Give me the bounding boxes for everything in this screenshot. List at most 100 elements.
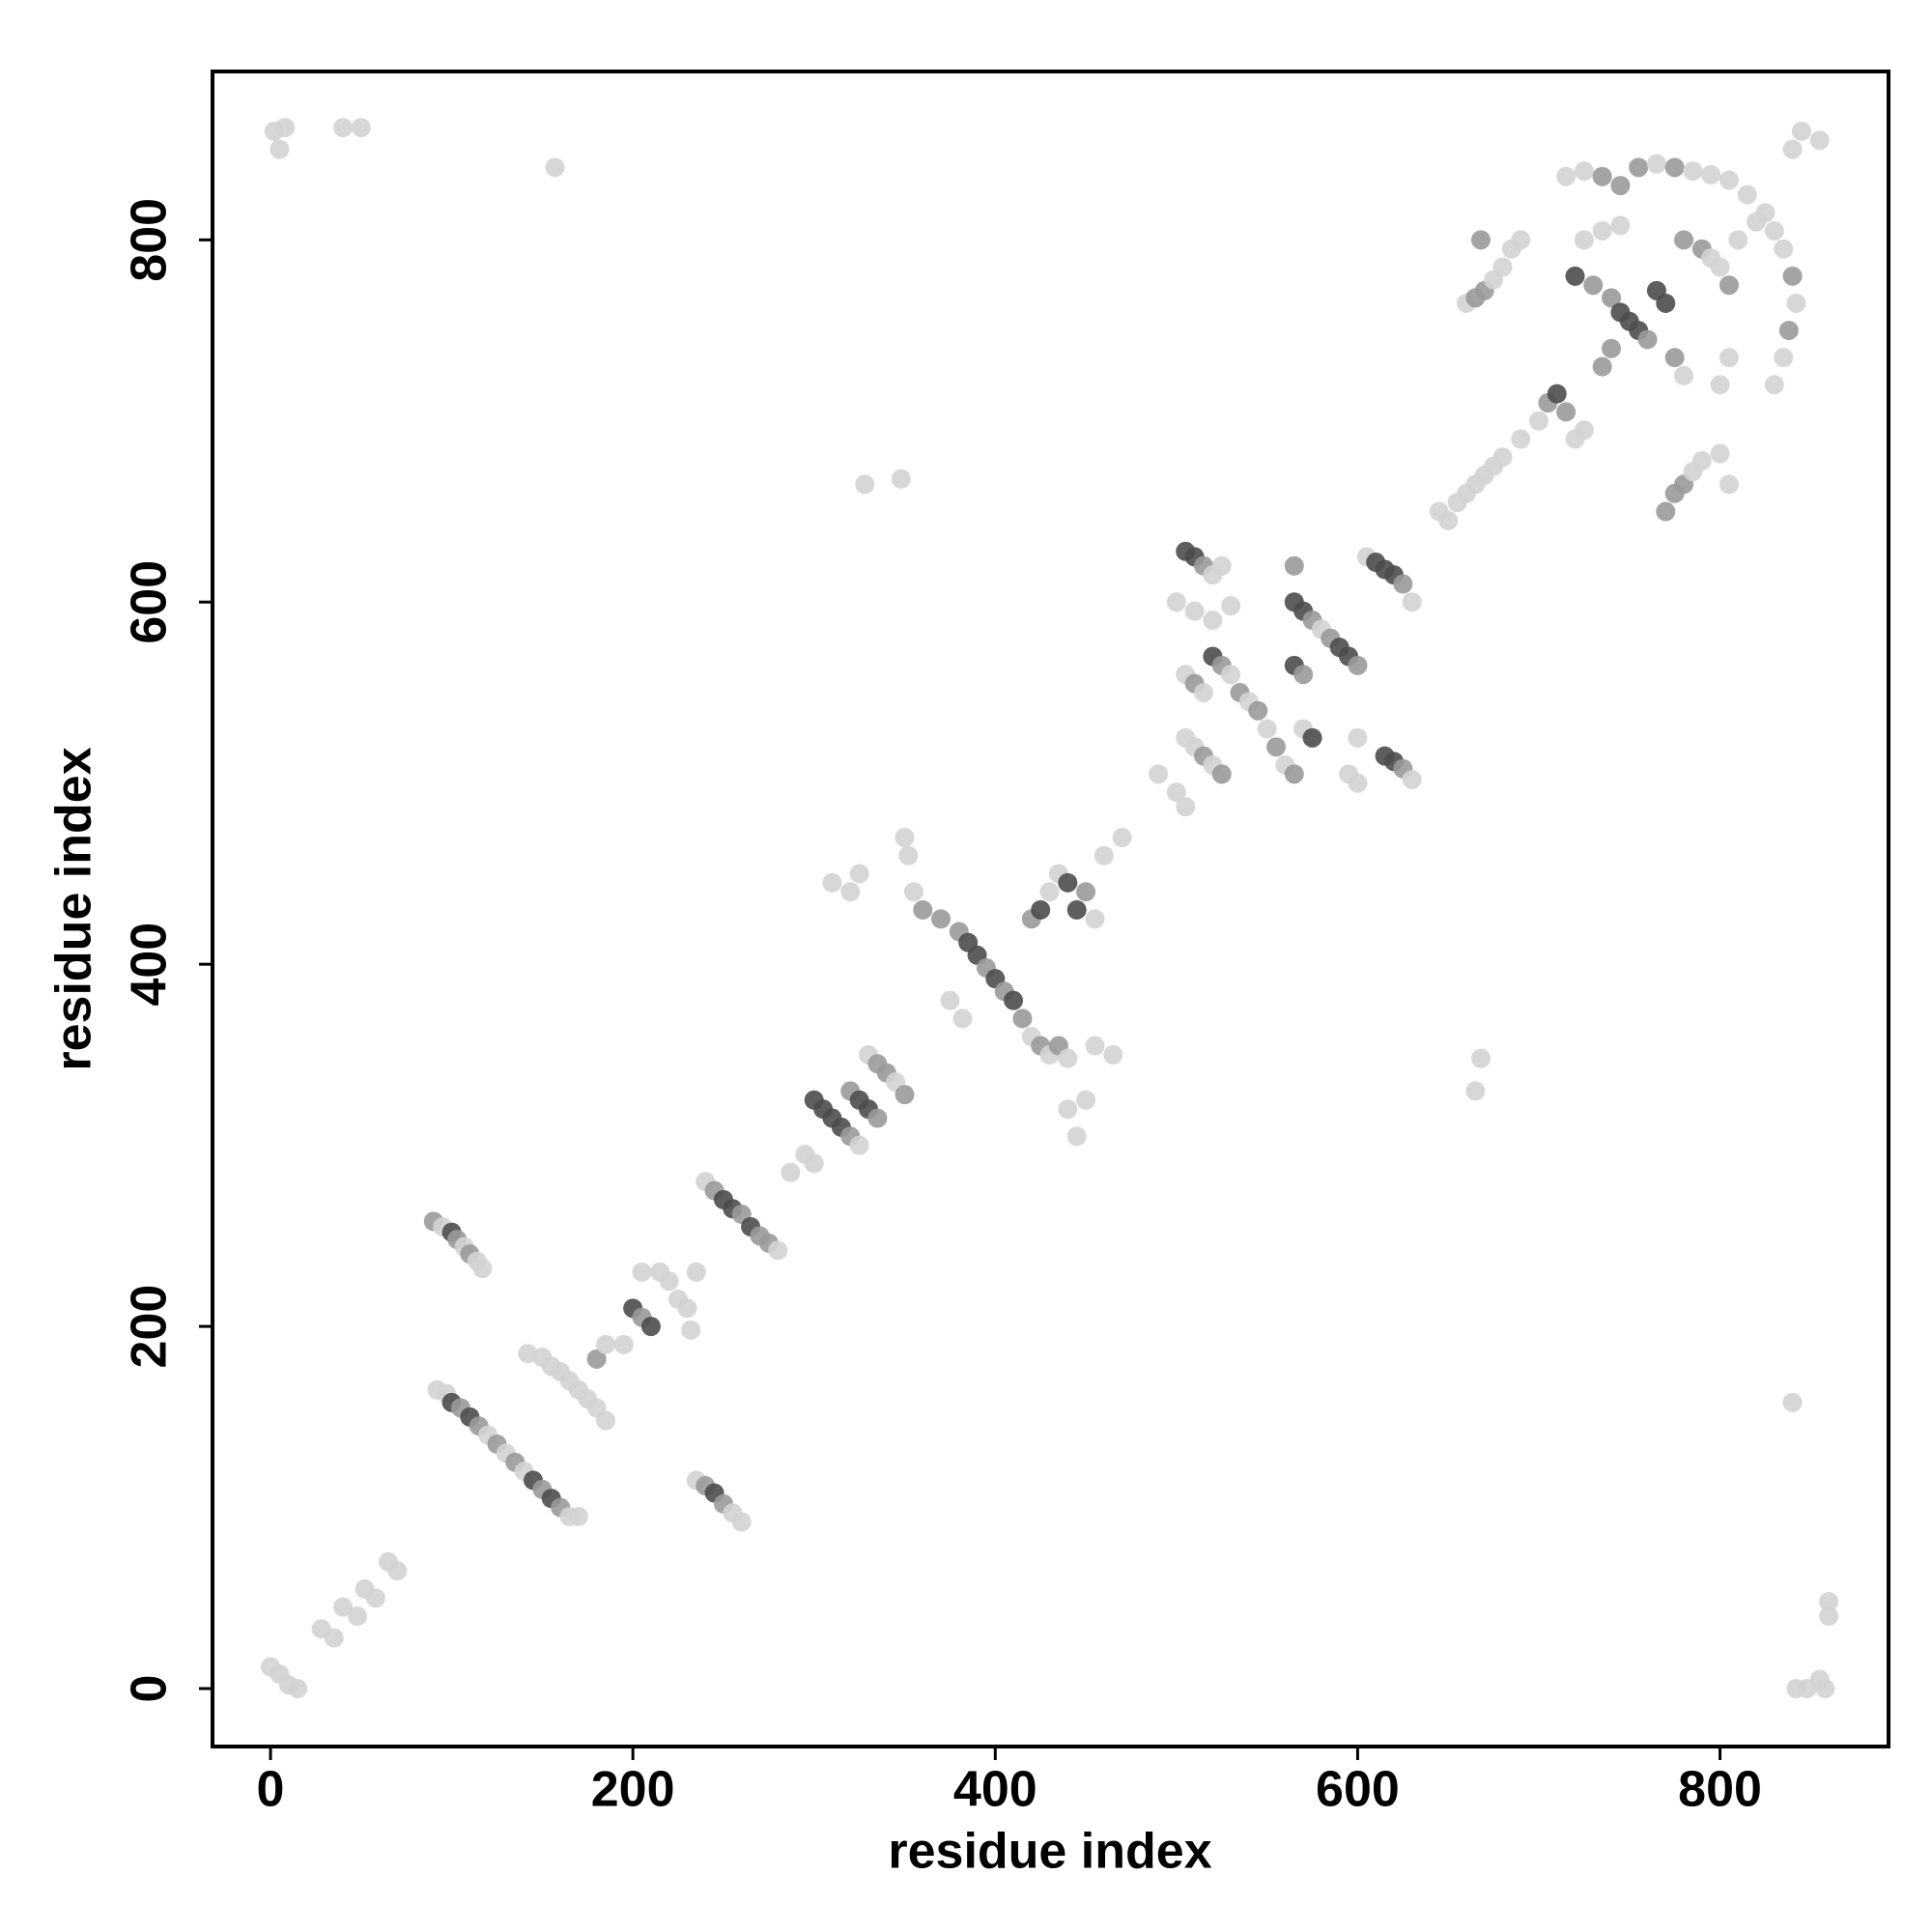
point: [1764, 375, 1784, 395]
point: [952, 1009, 973, 1029]
point: [867, 1108, 888, 1128]
point: [1012, 1009, 1033, 1029]
point: [1004, 990, 1024, 1010]
point: [1719, 348, 1739, 368]
point: [931, 909, 952, 929]
point: [1348, 773, 1368, 793]
point: [1193, 682, 1213, 702]
point: [1039, 882, 1060, 902]
point: [1470, 230, 1491, 250]
point: [891, 469, 911, 489]
point: [1031, 899, 1051, 920]
point: [1610, 215, 1631, 236]
point: [1528, 411, 1548, 431]
point: [895, 827, 915, 847]
point: [1511, 230, 1531, 250]
point: [840, 882, 861, 902]
point: [1438, 510, 1459, 530]
point: [1284, 764, 1304, 784]
point: [1166, 592, 1186, 612]
point: [1302, 727, 1322, 748]
point: [1774, 348, 1794, 368]
point: [275, 118, 296, 138]
point: [1066, 899, 1087, 920]
point: [1778, 321, 1799, 341]
point: [1085, 1036, 1105, 1056]
point: [613, 1334, 634, 1354]
point: [472, 1259, 493, 1279]
point: [1701, 164, 1721, 185]
point: [1149, 764, 1169, 784]
point: [1556, 402, 1577, 422]
point: [596, 1410, 616, 1431]
point: [545, 157, 565, 178]
point: [1112, 827, 1132, 847]
point: [1393, 574, 1413, 594]
point: [1492, 447, 1513, 468]
point: [1656, 501, 1676, 522]
point: [1728, 230, 1748, 250]
point: [895, 1085, 915, 1105]
point: [781, 1162, 801, 1182]
plot-frame: [211, 70, 1890, 1748]
y-tick-label: 600: [122, 560, 178, 644]
point: [1719, 474, 1739, 495]
x-tick-label: 600: [1316, 1762, 1400, 1818]
x-tick-label: 0: [257, 1762, 285, 1818]
point: [1203, 611, 1223, 631]
point: [1809, 130, 1830, 151]
point: [1646, 154, 1666, 174]
point: [1348, 655, 1368, 675]
point: [1556, 166, 1577, 186]
point: [1664, 157, 1685, 178]
point: [855, 474, 875, 495]
point: [1764, 220, 1784, 241]
point: [568, 1506, 588, 1526]
point: [1674, 365, 1694, 385]
point: [1815, 1679, 1835, 1699]
point: [1348, 727, 1368, 748]
point: [1602, 288, 1622, 308]
point: [1610, 176, 1631, 196]
point: [1747, 212, 1767, 232]
point: [659, 1271, 679, 1292]
point: [1402, 769, 1422, 789]
point: [1547, 384, 1567, 404]
y-tick-label: 800: [122, 198, 178, 282]
point: [1664, 348, 1685, 368]
point: [1211, 764, 1232, 784]
point: [677, 1298, 697, 1319]
point: [387, 1561, 408, 1581]
point: [596, 1334, 616, 1354]
point: [1058, 1099, 1078, 1120]
point: [1691, 451, 1712, 471]
point: [1774, 239, 1794, 259]
point: [1629, 157, 1649, 178]
point: [903, 882, 923, 902]
point: [1819, 1592, 1839, 1612]
point: [1058, 1048, 1078, 1068]
point: [1511, 429, 1531, 449]
point: [1085, 909, 1105, 929]
point: [822, 872, 842, 893]
point: [1710, 375, 1730, 395]
y-tick-label: 400: [122, 923, 178, 1007]
point: [1819, 1606, 1839, 1627]
point: [1719, 170, 1739, 190]
point: [351, 118, 371, 138]
point: [1656, 293, 1676, 313]
point: [1221, 665, 1241, 685]
point: [940, 990, 960, 1010]
point: [1592, 356, 1612, 377]
x-tick-label: 200: [591, 1762, 675, 1818]
point: [1103, 1044, 1123, 1065]
point: [1094, 845, 1114, 866]
point: [518, 1344, 538, 1364]
point: [1176, 797, 1196, 817]
point: [1719, 275, 1739, 296]
point: [1166, 782, 1186, 803]
point: [1574, 230, 1594, 250]
y-tick-label: 200: [122, 1285, 178, 1369]
point: [270, 139, 290, 159]
